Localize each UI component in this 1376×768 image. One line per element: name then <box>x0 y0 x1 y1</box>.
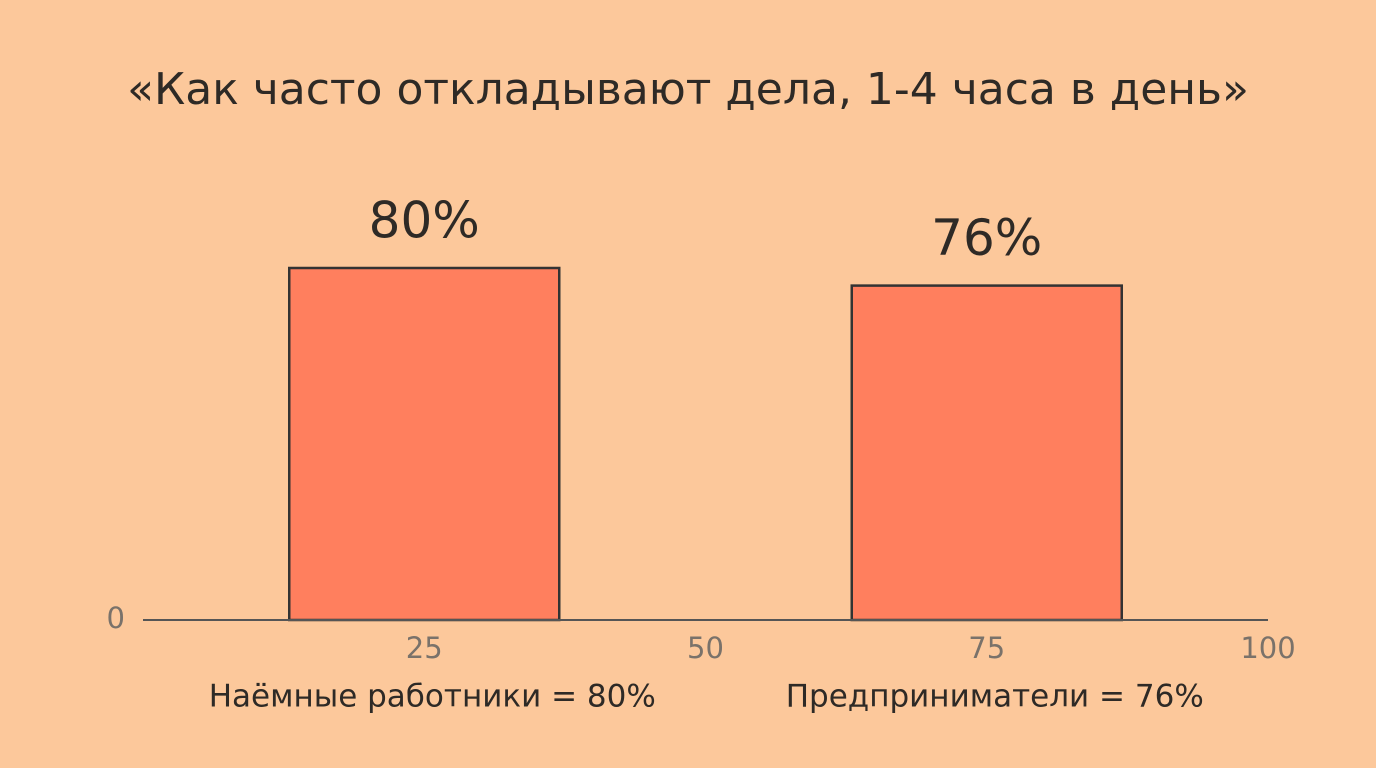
y-tick-label: 0 <box>107 601 125 635</box>
x-tick-label: 25 <box>406 631 443 665</box>
bar-label: Предприниматели = 76% <box>786 679 1204 715</box>
x-tick-label: 50 <box>687 631 724 665</box>
bar <box>288 266 561 622</box>
bar <box>850 284 1123 622</box>
value-label: 76% <box>931 209 1042 267</box>
x-tick-label: 100 <box>1240 631 1295 665</box>
value-label: 80% <box>369 192 480 250</box>
chart-title: «Как часто откладывают дела, 1-4 часа в … <box>127 64 1249 115</box>
bar-label: Наёмные работники = 80% <box>209 679 656 715</box>
x-tick-label: 75 <box>968 631 1005 665</box>
